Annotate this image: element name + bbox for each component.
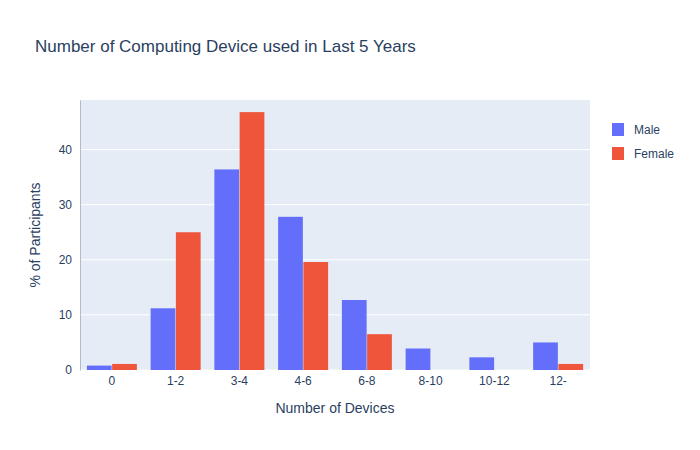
grid-line	[80, 259, 590, 260]
tick-label: 10-12	[479, 374, 510, 388]
tick: 30	[59, 198, 80, 212]
title: Number of Computing Device used in Last …	[35, 37, 416, 56]
grid-line	[80, 204, 590, 205]
tick: 12-	[549, 370, 566, 388]
bar	[533, 342, 558, 370]
bar	[495, 370, 520, 371]
tick-label: 20	[59, 253, 73, 267]
plot: 0 10 20 30 40 0 1-2 3-4 4-6 6-8 8-10 10-12 12-	[59, 100, 591, 388]
bar	[303, 262, 328, 370]
chart: 0 10 20 30 40 0 1-2 3-4 4-6 6-8 8-10 10-12 12- Number…	[0, 0, 700, 450]
bars	[87, 112, 583, 370]
tick-label: 6-8	[358, 374, 376, 388]
tick-label: 12-	[549, 374, 566, 388]
bar	[431, 370, 456, 371]
tick: 10	[59, 308, 80, 322]
tick-label: 8-10	[419, 374, 443, 388]
tick: 0	[65, 363, 80, 377]
bar	[214, 169, 239, 370]
tick: 6-8	[358, 370, 376, 388]
grid	[80, 150, 590, 370]
bar	[278, 217, 303, 370]
legend: Male Female	[612, 123, 674, 161]
tick-label: 10	[59, 308, 73, 322]
bar	[176, 232, 201, 370]
x-axis-title: Number of Devices	[275, 400, 394, 416]
tick-label: 3-4	[231, 374, 249, 388]
y-axis: 0 10 20 30 40	[59, 101, 81, 378]
bar	[87, 366, 112, 370]
bar	[367, 334, 392, 370]
tick: 1-2	[167, 370, 185, 388]
legend-swatch	[612, 123, 624, 136]
x-axis: 0 1-2 3-4 4-6 6-8 8-10 10-12 12-	[81, 370, 591, 388]
legend-label: Male	[634, 123, 660, 137]
tick-label: 4-6	[294, 374, 312, 388]
axis-line	[81, 370, 591, 371]
bar-series	[112, 112, 583, 370]
axis-line	[80, 101, 81, 371]
grid-line	[80, 149, 590, 150]
bar	[112, 364, 137, 370]
bar	[240, 112, 265, 370]
tick: 10-12	[479, 370, 510, 388]
legend-swatch	[612, 147, 624, 160]
tick-label: 30	[59, 198, 73, 212]
plot-background	[80, 100, 590, 370]
tick-label: 0	[65, 363, 72, 377]
tick-label: 1-2	[167, 374, 185, 388]
bar	[558, 364, 583, 370]
tick: 0	[109, 370, 116, 388]
tick: 20	[59, 253, 80, 267]
tick-label: 0	[109, 374, 116, 388]
tick: 8-10	[419, 370, 443, 388]
bar	[469, 357, 494, 370]
legend-label: Female	[634, 147, 674, 161]
tick-label: 40	[59, 143, 73, 157]
bar	[342, 300, 367, 370]
legend-item: Female	[612, 147, 674, 161]
y-axis-title: % of Participants	[27, 182, 43, 287]
legend-item: Male	[612, 123, 660, 137]
bar	[406, 349, 431, 370]
bar-series	[87, 169, 558, 370]
tick: 3-4	[231, 370, 249, 388]
tick: 4-6	[294, 370, 312, 388]
tick: 40	[59, 143, 80, 157]
bar	[151, 308, 176, 370]
